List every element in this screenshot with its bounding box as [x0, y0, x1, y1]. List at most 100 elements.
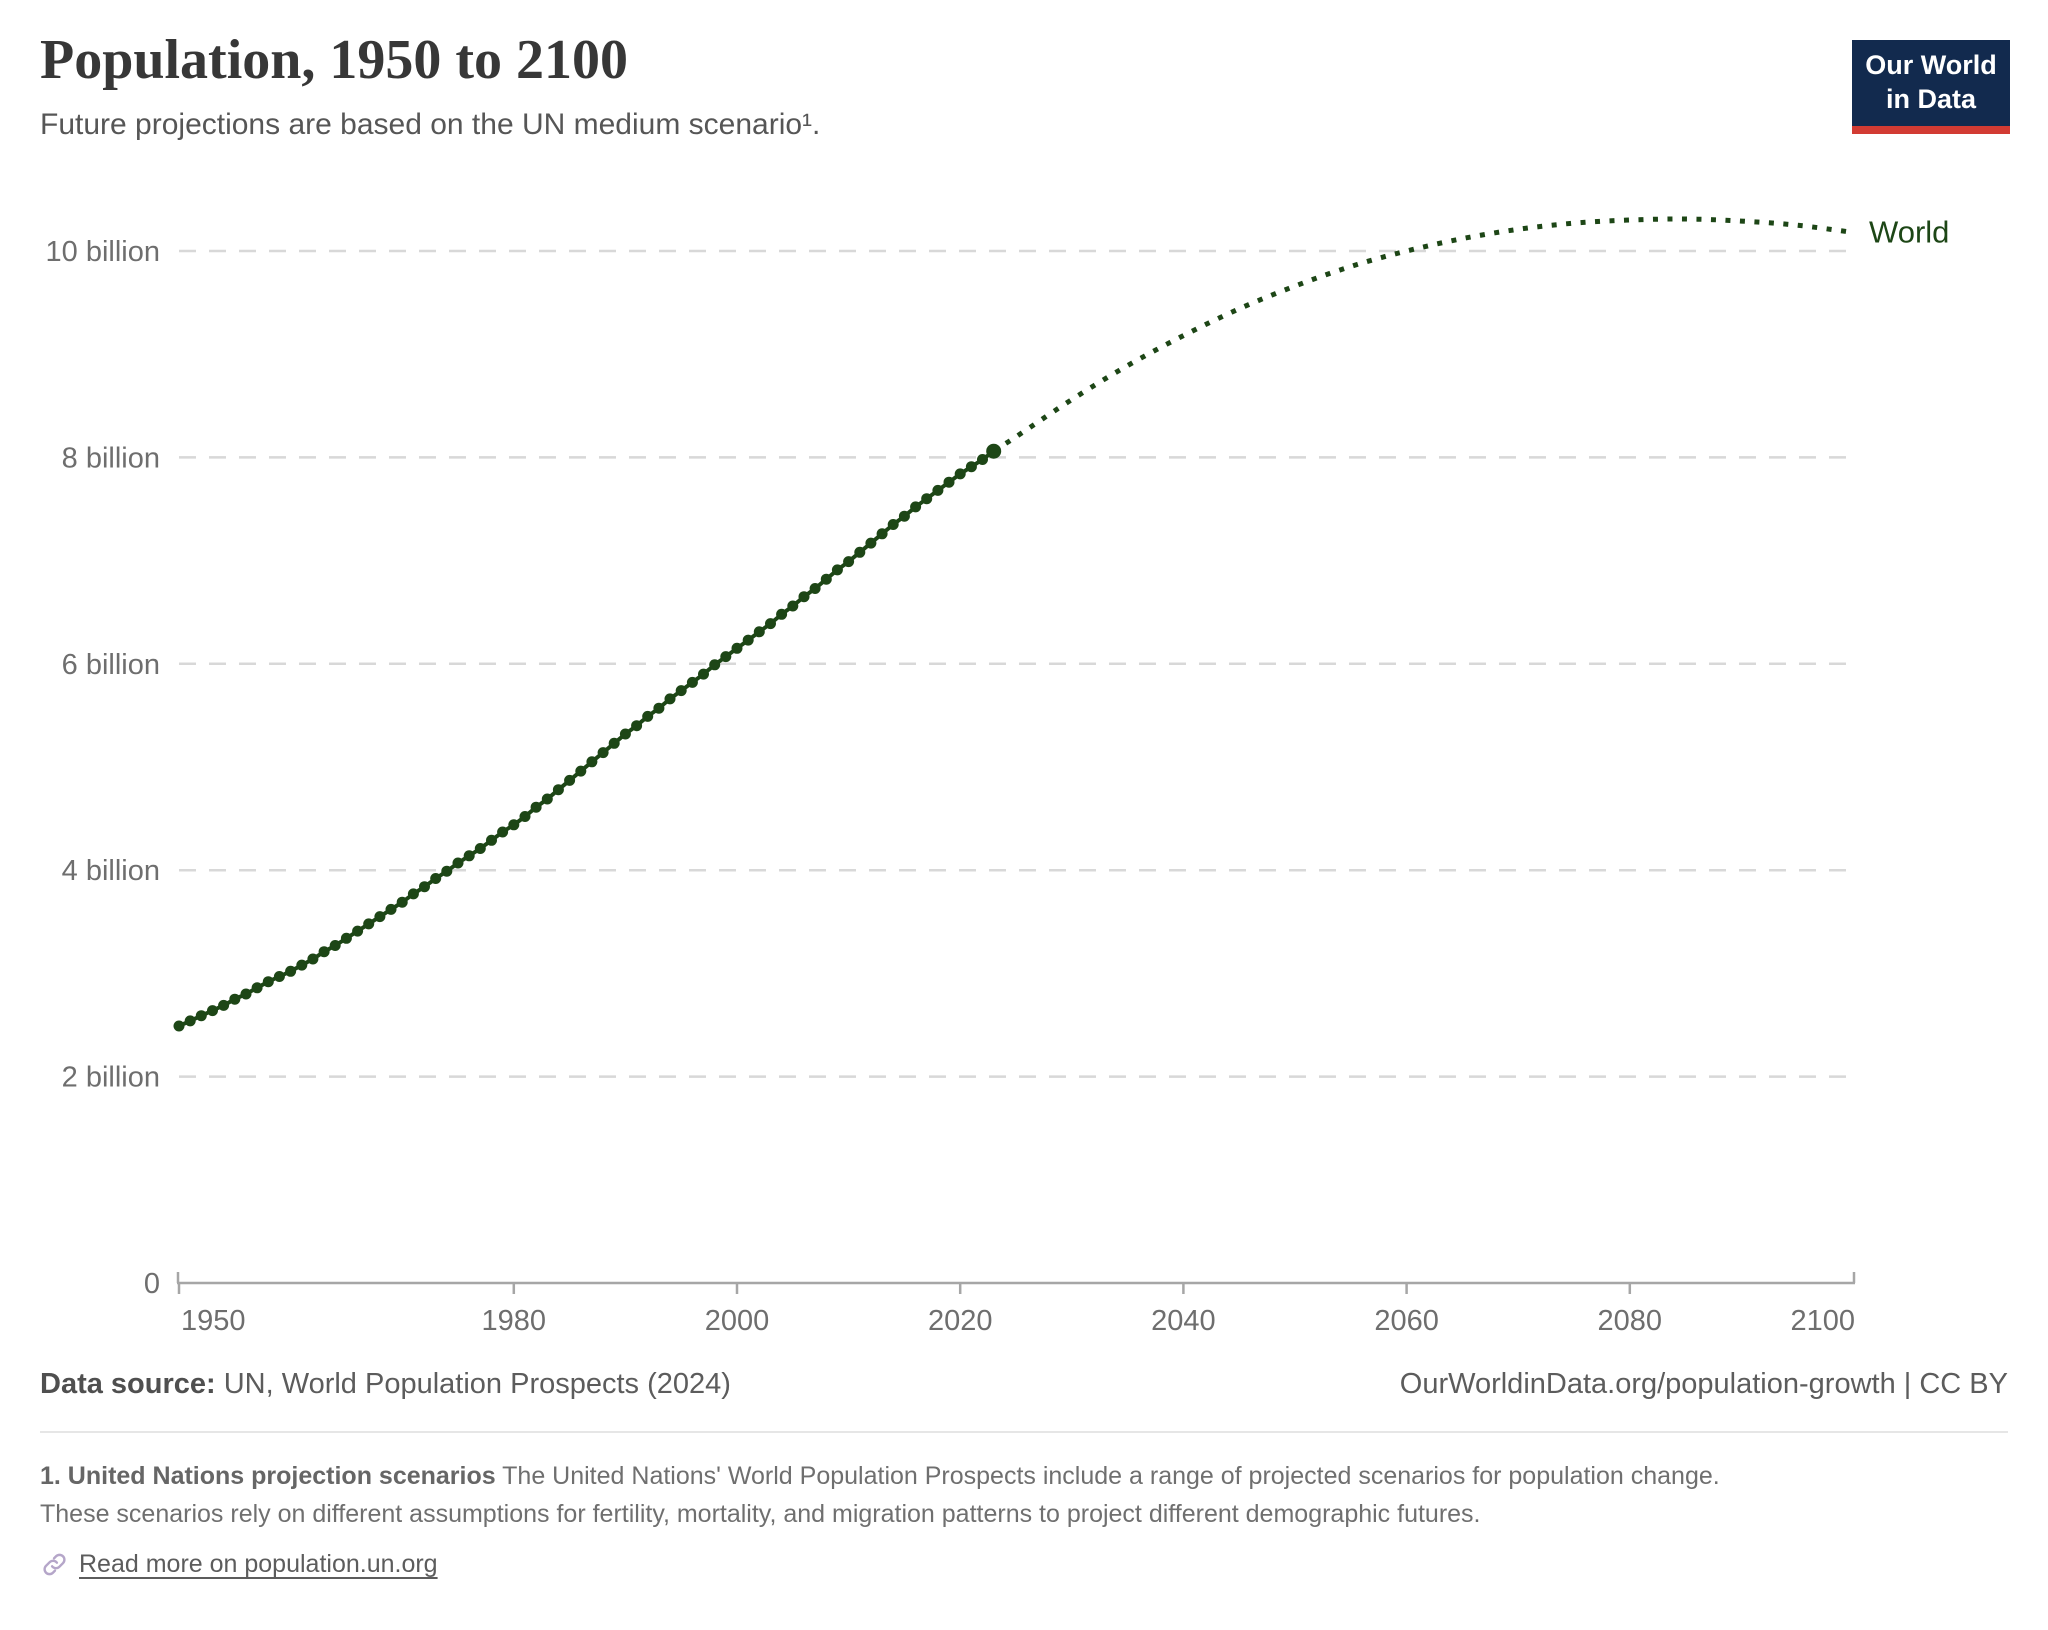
x-axis-label-2040: 2040	[1151, 1305, 1216, 1337]
world-point	[586, 756, 598, 768]
world-end-label: World	[1869, 214, 1949, 249]
x-axis-label-2000: 2000	[705, 1305, 770, 1337]
world-point	[251, 982, 263, 994]
y-axis-label-2: 2 billion	[62, 1062, 160, 1094]
population-line-chart: 0 2 billion 4 billion 6 billion 8 billion 10 …	[46, 214, 1950, 1337]
world-point	[709, 659, 721, 671]
world-point	[519, 811, 531, 822]
world-point	[720, 651, 732, 663]
world-point	[820, 573, 832, 585]
world-point	[363, 918, 375, 930]
world-point	[954, 468, 966, 480]
x-axis-label-1980: 1980	[482, 1305, 547, 1337]
world-point	[184, 1015, 196, 1027]
world-point	[642, 710, 654, 722]
world-point	[240, 988, 252, 1000]
world-point	[809, 583, 821, 594]
world-point	[552, 784, 564, 796]
world-point	[441, 865, 453, 877]
footnote-text: 1. United Nations projection scenarios T…	[40, 1458, 2008, 1533]
world-point	[508, 819, 520, 831]
world-point	[396, 896, 408, 908]
y-axis-label-10: 10 billion	[46, 236, 160, 268]
world-point	[753, 626, 765, 638]
world-point	[273, 971, 285, 982]
world-point	[887, 519, 899, 530]
world-point	[664, 693, 676, 705]
world-point	[686, 676, 698, 688]
data-source-line: Data source: UN, World Population Prospe…	[40, 1368, 731, 1401]
world-point	[430, 873, 442, 884]
world-point	[474, 843, 486, 854]
x-axis-label-2020: 2020	[928, 1305, 993, 1337]
world-point	[631, 720, 643, 732]
y-axis-labels: 0 2 billion 4 billion 6 billion 8 billion 10 …	[46, 236, 160, 1300]
world-point	[452, 857, 464, 869]
world-point	[843, 556, 855, 568]
chart-subtitle: Future projections are based on the UN m…	[40, 107, 821, 141]
world-point	[742, 634, 754, 646]
world-point	[285, 965, 297, 977]
world-point	[407, 888, 419, 900]
x-axis-label-1950: 1950	[181, 1305, 246, 1337]
world-point	[374, 911, 386, 923]
world-point	[608, 737, 620, 749]
owid-logo-line2: in Data	[1885, 83, 1977, 114]
world-point	[943, 476, 955, 488]
world-point	[898, 510, 910, 522]
world-point	[675, 685, 687, 697]
world-point	[798, 591, 810, 603]
world-point	[619, 728, 631, 740]
world-point	[776, 608, 788, 620]
y-axis-label-4: 4 billion	[62, 855, 160, 887]
world-point	[910, 501, 922, 513]
world-point	[318, 946, 330, 958]
x-axis-label-2080: 2080	[1598, 1305, 1663, 1337]
world-line-historical	[178, 449, 995, 1028]
world-point	[262, 976, 274, 988]
world-point	[575, 765, 587, 777]
world-point	[195, 1010, 207, 1022]
world-point	[597, 747, 609, 759]
owid-logo-line1: Our World	[1865, 50, 1997, 80]
read-more-link[interactable]: Read more on population.un.org	[79, 1550, 438, 1578]
world-line-projection	[992, 216, 1854, 454]
world-point	[932, 484, 944, 496]
chart-header: Population, 1950 to 2100 Future projecti…	[0, 0, 2048, 150]
world-point	[787, 600, 799, 612]
world-point	[463, 850, 475, 862]
attribution-text: OurWorldinData.org/population-growth | C…	[1399, 1368, 2008, 1400]
y-axis-label-6: 6 billion	[62, 649, 160, 681]
world-point	[229, 993, 241, 1005]
world-point	[921, 493, 933, 505]
world-point	[541, 793, 553, 805]
world-point	[977, 454, 988, 465]
world-point	[831, 564, 843, 576]
world-point	[965, 461, 977, 473]
x-axis-label-2100: 2100	[1790, 1305, 1855, 1337]
world-point	[876, 528, 888, 540]
footnote-line1: The United Nations' World Population Pro…	[495, 1462, 1720, 1490]
world-point	[854, 546, 866, 558]
world-point	[486, 834, 497, 846]
x-axis: 1950 1980 2000 2020 2040 2060 2080 2100	[176, 1272, 1856, 1337]
data-source-text: UN, World Population Prospects (2024)	[215, 1368, 731, 1400]
world-point	[218, 999, 230, 1011]
y-axis-label-0: 0	[144, 1268, 160, 1300]
footnote-lead: 1. United Nations projection scenarios	[40, 1462, 496, 1490]
y-axis-label-8: 8 billion	[62, 442, 160, 474]
world-point	[765, 618, 776, 630]
footnote-block: 1. United Nations projection scenarios T…	[0, 1433, 2048, 1584]
world-point	[329, 940, 341, 951]
world-point	[385, 903, 397, 915]
source-row: Data source: UN, World Population Prospe…	[0, 1368, 2048, 1401]
link-icon	[43, 1553, 66, 1576]
world-point	[307, 953, 319, 965]
world-point	[731, 642, 743, 654]
world-point	[564, 774, 576, 786]
world-point	[173, 1020, 185, 1032]
world-point	[340, 932, 352, 944]
world-point	[530, 801, 542, 813]
x-axis-label-2060: 2060	[1374, 1305, 1439, 1337]
